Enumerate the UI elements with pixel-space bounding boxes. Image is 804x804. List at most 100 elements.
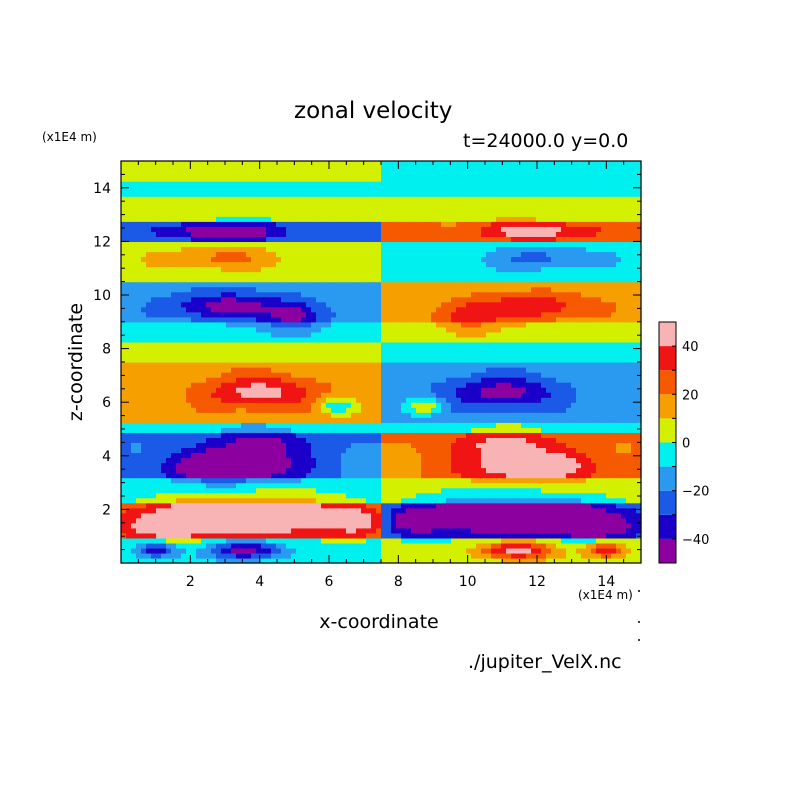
heatmap-cell <box>396 372 402 378</box>
heatmap-cell <box>491 326 497 333</box>
heatmap-cell <box>606 532 612 539</box>
heatmap-cell <box>566 517 572 524</box>
heatmap-cell <box>606 392 612 398</box>
heatmap-cell <box>546 517 552 524</box>
heatmap-cell <box>406 392 412 398</box>
heatmap-cell <box>286 336 292 343</box>
heatmap-cell <box>571 437 577 444</box>
heatmap-cell <box>481 482 487 489</box>
heatmap-cell <box>171 502 177 509</box>
heatmap-cell <box>286 397 292 403</box>
heatmap-cell <box>461 372 467 378</box>
heatmap-cell <box>466 512 472 519</box>
heatmap-cell <box>211 482 217 489</box>
heatmap-cell <box>136 387 142 393</box>
heatmap-cell <box>346 547 352 554</box>
heatmap-cell <box>586 437 592 444</box>
heatmap-cell <box>556 522 562 529</box>
heatmap-cell <box>436 417 442 423</box>
heatmap-cell <box>356 432 362 438</box>
heatmap-cell <box>471 502 477 509</box>
heatmap-cell <box>256 442 262 449</box>
heatmap-cell <box>341 522 347 529</box>
heatmap-cell <box>486 512 492 519</box>
heatmap-cell <box>601 482 607 489</box>
heatmap-cell <box>156 557 162 564</box>
heatmap-cell <box>616 437 622 444</box>
heatmap-cell <box>261 336 267 343</box>
heatmap-cell <box>381 442 387 449</box>
heatmap-cell <box>211 502 217 509</box>
heatmap-cell <box>296 462 302 469</box>
heatmap-cell <box>511 341 517 348</box>
heatmap-cell <box>196 537 202 544</box>
heatmap-cell <box>516 387 522 393</box>
heatmap-cell <box>571 457 577 464</box>
heatmap-cell <box>581 452 587 459</box>
heatmap-cell <box>491 377 497 383</box>
heatmap-cell <box>411 341 417 348</box>
heatmap-cell <box>421 336 427 343</box>
heatmap-cell <box>311 537 317 544</box>
heatmap-cell <box>381 547 387 554</box>
heatmap-cell <box>351 412 357 418</box>
heatmap-cell <box>246 502 252 509</box>
heatmap-cell <box>601 336 607 343</box>
heatmap-cell <box>331 372 337 378</box>
heatmap-cell <box>121 457 127 464</box>
heatmap-cell <box>306 331 312 338</box>
heatmap-cell <box>256 387 262 393</box>
heatmap-cell <box>551 321 557 328</box>
heatmap-cell <box>121 527 127 534</box>
heatmap-cell <box>296 472 302 479</box>
heatmap-cell <box>571 356 577 363</box>
heatmap-cell <box>231 422 237 428</box>
heatmap-cell <box>446 542 452 549</box>
heatmap-cell <box>191 472 197 479</box>
heatmap-cell <box>176 437 182 444</box>
heatmap-cell <box>266 387 272 393</box>
heatmap-cell <box>241 392 247 398</box>
heatmap-cell <box>211 397 217 403</box>
heatmap-cell <box>156 417 162 423</box>
heatmap-cell <box>266 412 272 418</box>
heatmap-cell <box>461 512 467 519</box>
heatmap-cell <box>571 412 577 418</box>
heatmap-cell <box>301 497 307 504</box>
heatmap-cell <box>561 362 567 368</box>
heatmap-cell <box>391 356 397 363</box>
heatmap-cell <box>331 412 337 418</box>
heatmap-cell <box>486 517 492 524</box>
heatmap-cell <box>371 542 377 549</box>
heatmap-cell <box>256 452 262 459</box>
heatmap-cell <box>556 467 562 474</box>
heatmap-cell <box>566 321 572 328</box>
heatmap-cell <box>336 422 342 428</box>
heatmap-cell <box>391 537 397 544</box>
heatmap-cell <box>421 402 427 408</box>
heatmap-cell <box>221 336 227 343</box>
heatmap-cell <box>401 497 407 504</box>
heatmap-cell <box>261 472 267 479</box>
heatmap-cell <box>151 532 157 539</box>
heatmap-cell <box>256 467 262 474</box>
heatmap-cell <box>241 557 247 564</box>
heatmap-cell <box>346 372 352 378</box>
heatmap-cell <box>551 341 557 348</box>
heatmap-cell <box>196 497 202 504</box>
heatmap-cell <box>306 462 312 469</box>
heatmap-cell <box>256 487 262 494</box>
heatmap-cell <box>191 462 197 469</box>
heatmap-cell <box>371 482 377 489</box>
heatmap-cell <box>221 447 227 454</box>
heatmap-cell <box>521 377 527 383</box>
heatmap-cell <box>331 341 337 348</box>
heatmap-cell <box>581 326 587 333</box>
heatmap-cell <box>501 467 507 474</box>
heatmap-cell <box>126 477 132 484</box>
heatmap-cell <box>406 527 412 534</box>
heatmap-cell <box>581 547 587 554</box>
heatmap-cell <box>501 392 507 398</box>
heatmap-cell <box>631 552 637 559</box>
heatmap-cell <box>251 482 257 489</box>
